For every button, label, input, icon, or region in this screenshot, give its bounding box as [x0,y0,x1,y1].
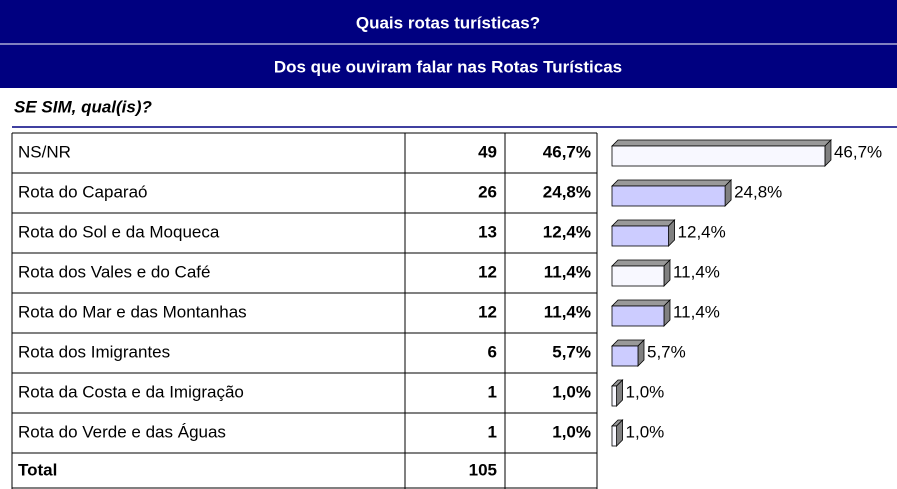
bar-label: 11,4% [673,302,720,321]
row-percent: 12,4% [543,222,591,241]
row-label: Rota do Sol e da Moqueca [18,222,220,241]
row-label: Rota do Caparaó [18,182,147,201]
row-percent: 46,7% [543,142,591,161]
bar [611,259,671,287]
row-percent: 5,7% [552,342,591,361]
bar-face [611,425,617,447]
row-percent: 11,4% [544,262,591,281]
row-count: 26 [478,182,497,201]
row-count: 1 [488,382,497,401]
bar-face [611,179,733,187]
bar-label: 12,4% [678,222,726,241]
bar-label: 24,8% [734,182,782,201]
bar-face [611,299,671,307]
bar-label: 11,4% [673,262,720,281]
row-label: Rota do Verde e das Águas [18,422,226,441]
bar [611,219,676,247]
row-percent: 11,4% [544,302,591,321]
row-percent: 1,0% [552,422,591,441]
bar-face [611,185,726,207]
bar [611,379,624,407]
row-label: Rota dos Imigrantes [18,342,170,361]
bar-face [611,305,665,327]
bar [611,139,832,167]
bar-face [611,385,617,407]
bar-face [611,145,826,167]
row-count: 1 [488,422,497,441]
bar-face [611,259,671,267]
row-label: Rota da Costa e da Imigração [18,382,244,401]
total-label: Total [18,460,57,479]
bar [611,299,671,327]
row-count: 13 [478,222,497,241]
title: Quais rotas turísticas? [356,13,540,32]
row-count: 12 [478,262,497,281]
bar-face [611,265,665,287]
bar-label: 1,0% [626,382,665,401]
bar [611,339,645,367]
total-count: 105 [469,460,497,479]
bar-label: 1,0% [626,422,665,441]
row-percent: 1,0% [552,382,591,401]
bar-label: 46,7% [834,142,882,161]
bar [611,179,733,207]
row-count: 12 [478,302,497,321]
row-label: Rota dos Vales e do Café [18,262,210,281]
row-count: 49 [478,142,497,161]
row-label: Rota do Mar e das Montanhas [18,302,247,321]
row-percent: 24,8% [543,182,591,201]
bar-face [611,139,832,147]
row-label: NS/NR [18,142,71,161]
bar-face [611,219,676,227]
bar [611,419,624,447]
subtitle: Dos que ouviram falar nas Rotas Turístic… [274,57,622,76]
bar-label: 5,7% [647,342,686,361]
question: SE SIM, qual(is)? [14,97,153,116]
bar-face [611,225,669,247]
row-count: 6 [488,342,497,361]
bar-face [611,345,639,367]
